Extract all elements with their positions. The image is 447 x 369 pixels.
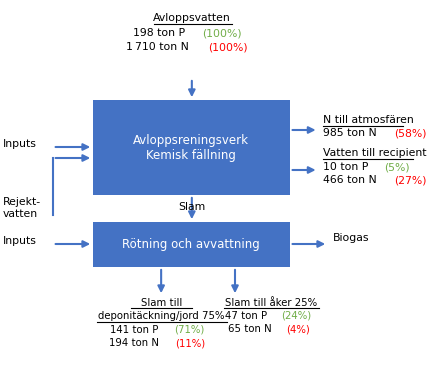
Text: 1 710 ton N: 1 710 ton N [126,42,193,52]
Text: 141 ton P: 141 ton P [110,325,162,335]
Text: Slam: Slam [178,202,206,212]
Text: (11%): (11%) [175,338,206,348]
Text: (100%): (100%) [208,42,248,52]
Text: Slam till: Slam till [140,298,182,308]
Text: (71%): (71%) [174,325,205,335]
Text: Slam till åker 25%: Slam till åker 25% [225,298,317,308]
Text: Avloppsvatten: Avloppsvatten [153,13,231,23]
FancyBboxPatch shape [93,100,290,195]
FancyBboxPatch shape [93,222,290,267]
Text: deponitäckning/jord 75%: deponitäckning/jord 75% [98,311,224,321]
Text: N till atmosfären: N till atmosfären [323,115,414,125]
Text: 10 ton P: 10 ton P [323,162,372,172]
Text: 194 ton N: 194 ton N [110,338,163,348]
Text: 65 ton N: 65 ton N [228,324,274,334]
Text: (100%): (100%) [202,28,241,38]
Text: Inputs: Inputs [3,236,37,246]
Text: (4%): (4%) [286,324,310,334]
Text: 47 ton P: 47 ton P [225,311,270,321]
Text: Rejekt-
vatten: Rejekt- vatten [3,197,41,219]
Text: 466 ton N: 466 ton N [323,175,380,185]
Text: Vatten till recipient: Vatten till recipient [323,148,427,158]
Text: (58%): (58%) [394,128,426,138]
Text: Avloppsreningsverk
Kemisk fällning: Avloppsreningsverk Kemisk fällning [133,134,249,162]
Text: Inputs: Inputs [3,139,37,149]
Text: (24%): (24%) [281,311,311,321]
Text: Rötning och avvattning: Rötning och avvattning [122,238,260,251]
Text: Biogas: Biogas [333,233,369,243]
Text: 985 ton N: 985 ton N [323,128,380,138]
Text: (27%): (27%) [394,175,426,185]
Text: (5%): (5%) [384,162,409,172]
Text: 198 ton P: 198 ton P [133,28,189,38]
